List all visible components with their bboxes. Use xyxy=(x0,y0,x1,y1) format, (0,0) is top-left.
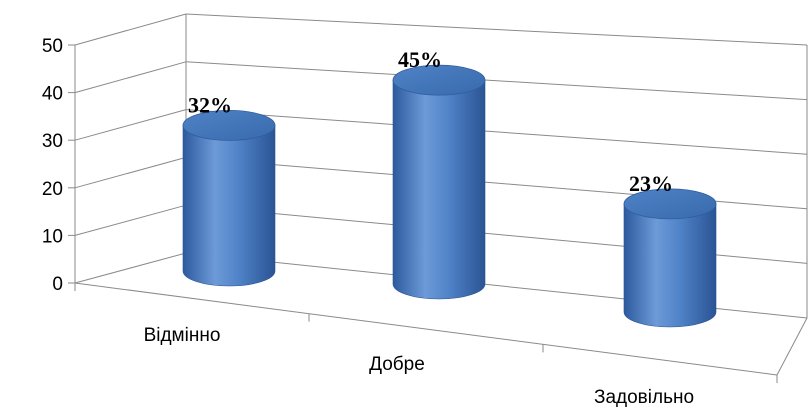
data-labels: 32% 45% 23% xyxy=(188,47,673,196)
x-tick-label: Задовільно xyxy=(594,387,694,408)
y-tick-label: 0 xyxy=(52,274,63,295)
x-tick-label: Добре xyxy=(369,354,425,375)
gridline-left xyxy=(74,204,187,236)
data-label: 32% xyxy=(188,92,232,117)
gridline-left xyxy=(74,13,187,46)
gridline-back xyxy=(185,61,808,101)
gridline-left xyxy=(74,61,187,94)
data-label: 23% xyxy=(629,171,673,196)
y-tick-label: 20 xyxy=(42,179,63,200)
y-tick-label: 40 xyxy=(42,84,63,105)
gridlines xyxy=(74,13,808,319)
gridline-back xyxy=(185,109,808,155)
x-tick-label: Відмінно xyxy=(144,325,221,346)
gridline-left xyxy=(74,252,187,284)
x-tick-labels: Відмінно Добре Задовільно xyxy=(144,325,694,408)
gridline-left xyxy=(74,156,187,189)
gridline-back xyxy=(185,13,808,46)
y-tick-label: 50 xyxy=(42,36,63,57)
x-axis xyxy=(74,282,778,376)
bars xyxy=(182,64,717,328)
y-tick-label: 30 xyxy=(42,131,63,152)
y-tick-labels: 0 10 20 30 40 50 xyxy=(42,36,63,295)
y-tick-label: 10 xyxy=(42,226,63,247)
data-label: 45% xyxy=(398,47,442,72)
bar xyxy=(182,110,276,287)
gridline-left xyxy=(74,109,187,141)
axes xyxy=(68,14,808,383)
bar xyxy=(392,64,486,300)
floor-right-edge xyxy=(776,317,808,376)
bar xyxy=(623,188,717,328)
